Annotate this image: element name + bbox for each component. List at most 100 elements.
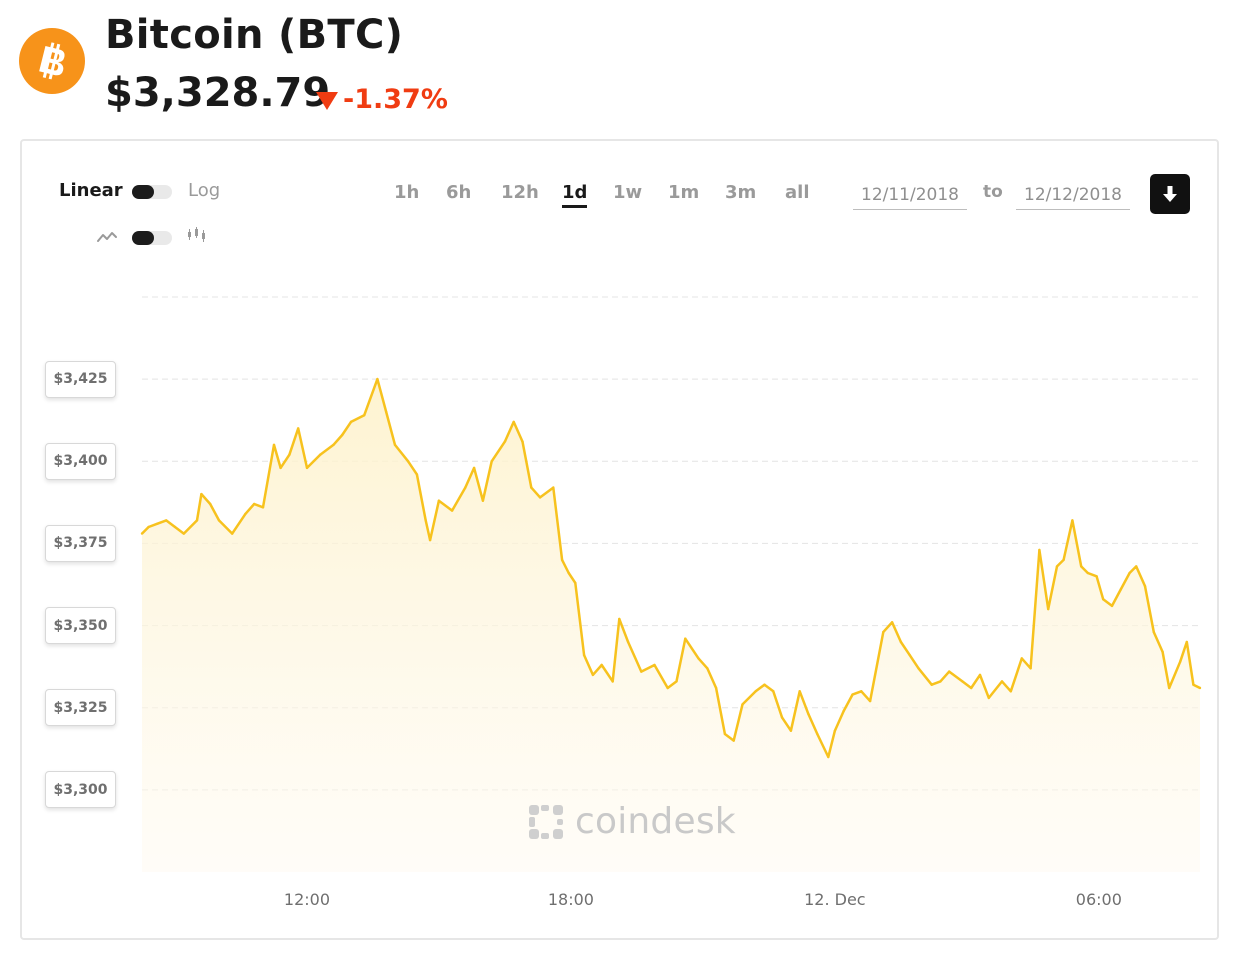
date-from-input[interactable] — [853, 181, 967, 210]
price-point — [1102, 598, 1105, 601]
price-point — [272, 443, 276, 447]
price-point — [1161, 650, 1164, 654]
price-point — [833, 729, 837, 732]
price-point — [450, 509, 454, 512]
price-point — [406, 460, 410, 463]
price-point — [464, 486, 467, 489]
price-point — [530, 486, 533, 489]
price-point — [653, 663, 656, 667]
price-point — [437, 499, 441, 502]
price-point — [297, 427, 300, 430]
price-point — [538, 496, 542, 499]
price-point — [415, 473, 419, 476]
price-point — [279, 466, 282, 470]
chart-card: Linear Log 1h 6h 12h 1d 1w 1m 3m all to — [20, 139, 1219, 940]
chart-type-toggle-knob — [132, 231, 154, 245]
price-point — [490, 460, 493, 463]
price-point — [1086, 571, 1090, 575]
price-point — [1047, 607, 1050, 611]
price-point — [1020, 657, 1023, 660]
y-tick-label: $3,425 — [45, 360, 116, 398]
current-price: $3,328.79 — [105, 70, 331, 116]
price-point — [481, 499, 485, 502]
price-point — [600, 663, 603, 667]
price-point — [706, 667, 709, 670]
price-point — [385, 410, 388, 414]
price-point — [1095, 575, 1098, 578]
price-point — [472, 466, 476, 470]
price-point — [1168, 686, 1171, 690]
scale-toggle[interactable] — [132, 185, 172, 199]
price-point — [827, 755, 830, 759]
price-point — [244, 512, 247, 516]
price-point — [816, 732, 819, 736]
price-point — [376, 377, 379, 381]
price-point — [626, 640, 630, 644]
range-6h-button[interactable]: 6h — [446, 182, 472, 203]
price-point — [640, 670, 643, 673]
price-point — [560, 558, 564, 562]
price-point — [798, 690, 801, 693]
price-point — [332, 443, 335, 447]
price-point — [195, 519, 199, 522]
price-point — [851, 693, 854, 696]
price-point — [917, 667, 920, 670]
range-1h-button[interactable]: 1h — [394, 182, 420, 203]
price-point — [741, 703, 744, 706]
range-1m-button[interactable]: 1m — [668, 182, 700, 203]
price-point — [200, 492, 203, 496]
price-point — [363, 414, 366, 417]
range-all-button[interactable]: all — [785, 182, 810, 203]
price-point — [754, 690, 757, 693]
candlestick-icon[interactable] — [187, 226, 207, 244]
date-to-input[interactable] — [1016, 181, 1130, 210]
down-arrow-icon — [316, 91, 338, 110]
price-point — [217, 519, 221, 522]
x-tick-label: 18:00 — [547, 890, 594, 909]
price-point — [424, 519, 427, 522]
range-1w-button[interactable]: 1w — [613, 182, 643, 203]
price-point — [807, 713, 810, 716]
bitcoin-logo — [19, 28, 85, 94]
y-tick-label: $3,300 — [45, 771, 116, 809]
coin-title: Bitcoin (BTC) — [105, 12, 404, 58]
price-point — [860, 690, 863, 693]
price-point — [1080, 565, 1083, 568]
price-point — [521, 440, 524, 443]
download-button[interactable] — [1150, 174, 1190, 214]
price-point — [970, 686, 973, 690]
price-point — [231, 532, 234, 535]
download-icon — [1163, 186, 1177, 202]
price-line — [141, 377, 1201, 759]
price-point — [1055, 565, 1059, 568]
bitcoin-icon — [39, 42, 65, 80]
price-point — [899, 640, 903, 644]
price-point — [780, 716, 784, 719]
scale-linear-label[interactable]: Linear — [59, 180, 123, 201]
price-point — [591, 673, 595, 677]
price-point — [908, 653, 911, 657]
scale-log-label[interactable]: Log — [188, 180, 221, 201]
price-point — [1071, 519, 1074, 522]
line-chart-icon[interactable] — [96, 229, 118, 245]
scale-toggle-knob — [132, 185, 154, 199]
price-point — [842, 709, 845, 713]
price-point — [961, 680, 964, 683]
price-point — [1198, 686, 1202, 690]
price-point — [140, 532, 144, 535]
price-point — [1119, 588, 1123, 591]
range-1d-button[interactable]: 1d — [562, 182, 588, 208]
price-point — [1062, 558, 1065, 562]
price-point — [512, 420, 515, 424]
range-3m-button[interactable]: 3m — [725, 182, 757, 203]
price-point — [428, 538, 432, 542]
price-point — [1179, 660, 1182, 663]
price-point — [978, 673, 982, 677]
price-point — [567, 571, 570, 575]
price-point — [349, 420, 353, 424]
price-point — [1110, 604, 1114, 608]
price-point — [987, 696, 990, 700]
coindesk-logo-icon — [529, 804, 563, 839]
range-12h-button[interactable]: 12h — [501, 182, 539, 203]
chart-type-toggle[interactable] — [132, 231, 172, 245]
